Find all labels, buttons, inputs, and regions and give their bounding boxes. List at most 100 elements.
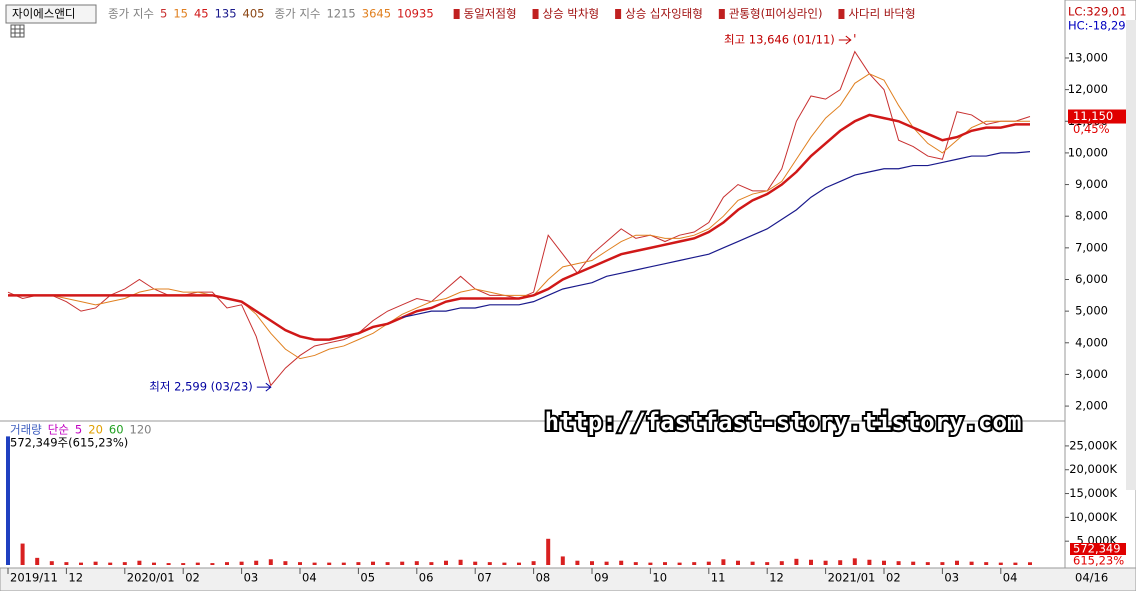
pattern-icon — [453, 9, 460, 19]
volume-bar — [210, 563, 215, 565]
pattern-icon — [532, 9, 539, 19]
annotation-arrow — [838, 34, 856, 45]
y-tick-label: 10,000 — [1068, 145, 1108, 159]
volume-tag-label: 572,349 — [1073, 542, 1121, 556]
y-tick-label: 8,000 — [1075, 209, 1108, 223]
volume-bar — [312, 562, 317, 565]
volume-bar — [152, 562, 156, 565]
annotation: 최저 2,599 (03/23) — [149, 380, 253, 394]
volume-bar — [998, 562, 1003, 565]
volume-bar — [49, 561, 54, 565]
price-change: 0,45% — [1073, 122, 1110, 136]
y-tick-label: 12,000 — [1068, 82, 1108, 96]
volume-bar — [721, 559, 726, 565]
x-tick-label: 02 — [185, 571, 200, 585]
volume-bar — [225, 562, 229, 565]
volume-ma-entry: 20 — [88, 423, 103, 437]
volume-bar — [590, 561, 594, 565]
y-tick-label: 2,000 — [1075, 399, 1108, 413]
x-tick-label: 04 — [1003, 571, 1018, 585]
annotation: 최고 13,646 (01/11) — [724, 33, 835, 47]
volume-ma-entry: 5 — [75, 423, 82, 437]
volume-bar — [969, 561, 974, 565]
y-tick-label: 5,000 — [1075, 304, 1108, 318]
pattern-label: 상승 십자잉태형 — [625, 7, 703, 21]
volume-bar — [955, 560, 959, 565]
volume-bar — [93, 561, 98, 565]
volume-bar — [268, 559, 273, 565]
price-line — [402, 151, 1031, 319]
x-tick-label: 2021/01 — [828, 571, 876, 585]
price-line — [8, 73, 1030, 360]
grid-icon-lines — [11, 25, 24, 37]
grid-icon[interactable] — [10, 24, 25, 38]
volume-bar — [400, 561, 405, 565]
hc-info: HC:-18,29 — [1068, 19, 1126, 33]
price-tag-label: 11,150 — [1073, 109, 1113, 123]
side-toolbar[interactable] — [1126, 20, 1136, 490]
x-tick-label: 2020/01 — [127, 571, 175, 585]
volume-bar — [925, 562, 930, 565]
volume-bar — [444, 560, 448, 565]
price-tag — [1068, 109, 1126, 124]
watermark: http://fastfast-story.tistory.com — [545, 408, 1022, 436]
x-tick-label: 03 — [944, 571, 959, 585]
volume-bar — [706, 561, 711, 565]
legend-label: 종가 지수 — [108, 7, 154, 21]
volume-title: 거래량 — [10, 423, 42, 437]
volume-bar — [604, 561, 609, 565]
volume-bar — [560, 556, 565, 565]
legend-label: 종가 지수 — [275, 7, 321, 21]
volume-bar — [502, 562, 507, 565]
ticker-box[interactable] — [5, 4, 97, 24]
right-axis-area — [1064, 0, 1136, 591]
legend-entry: 5 — [160, 7, 167, 21]
volume-bar — [429, 562, 434, 565]
volume-bar — [79, 562, 83, 565]
pattern-icon — [838, 9, 845, 19]
volume-bar — [779, 561, 784, 565]
volume-bar — [20, 543, 25, 565]
legend-entry: 405 — [243, 7, 265, 21]
volume-bar — [181, 563, 186, 565]
volume-bar — [254, 560, 259, 565]
volume-bar — [122, 562, 127, 565]
volume-tag — [1070, 543, 1126, 555]
legend-entry: 45 — [194, 7, 209, 21]
volume-change: 615,23% — [1073, 554, 1124, 568]
y-tick-label: 3,000 — [1075, 367, 1108, 381]
y-tick-label: 13,000 — [1068, 50, 1108, 64]
volume-bar — [473, 561, 478, 565]
volume-bar — [765, 562, 770, 565]
x-tick-label: 09 — [594, 571, 609, 585]
x-tick-label: 06 — [419, 571, 434, 585]
volume-bar — [64, 562, 69, 565]
pattern-icon — [718, 9, 725, 19]
volume-bar — [984, 562, 989, 565]
volume-bar — [327, 562, 332, 565]
volume-bar — [940, 562, 945, 565]
annotation-arrow — [256, 382, 272, 392]
volume-bar — [6, 436, 10, 565]
pattern-icon — [615, 9, 622, 19]
volume-bar — [882, 560, 886, 565]
pattern-label: 관통형(피어싱라인) — [729, 7, 823, 21]
x-tick-label: 10 — [652, 571, 667, 585]
x-tick-label: 04 — [302, 571, 317, 585]
volume-bar — [414, 561, 419, 565]
volume-bar — [736, 560, 740, 565]
legend-entry: 15 — [173, 7, 188, 21]
y-tick-label: 6,000 — [1075, 272, 1108, 286]
volume-bar — [1013, 562, 1018, 565]
end-date: 04/16 — [1075, 571, 1108, 585]
volume-bar — [663, 562, 667, 565]
legend-entry: 135 — [215, 7, 237, 21]
volume-bar — [867, 559, 872, 565]
volume-bar — [283, 561, 288, 565]
volume-bar — [619, 560, 624, 565]
volume-ma-entry: 60 — [109, 423, 124, 437]
x-tick-label: 03 — [244, 571, 259, 585]
volume-bar — [298, 562, 302, 565]
volume-bar — [108, 562, 113, 565]
volume-info: 572,349주(615,23%) — [10, 436, 128, 450]
